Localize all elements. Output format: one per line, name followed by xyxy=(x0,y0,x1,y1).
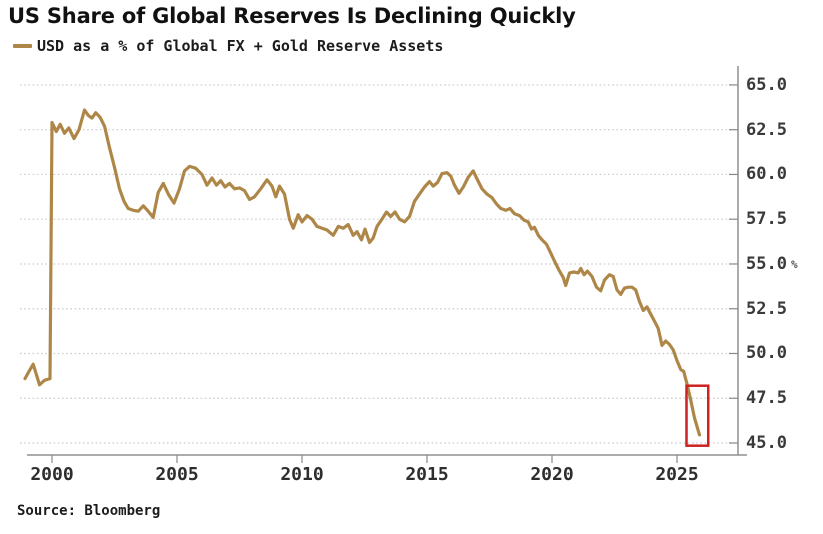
y-tick-label: 52.5 xyxy=(746,298,787,319)
x-tick-label: 2005 xyxy=(155,464,199,485)
y-tick-label: 57.5 xyxy=(746,209,787,230)
usd-share-line xyxy=(23,108,702,437)
y-axis-unit: % xyxy=(790,257,798,271)
x-tick-label: 2010 xyxy=(280,464,324,485)
chart-title: US Share of Global Reserves Is Declining… xyxy=(8,4,576,28)
y-tick-label: 55.0% xyxy=(746,253,798,274)
legend: USD as a % of Global FX + Gold Reserve A… xyxy=(13,37,443,55)
y-tick-label: 65.0 xyxy=(746,74,787,95)
x-tick-label: 2000 xyxy=(30,464,74,485)
y-tick-label: 47.5 xyxy=(746,388,787,409)
y-tick-label: 50.0 xyxy=(746,343,787,364)
y-tick-label: 62.5 xyxy=(746,119,787,140)
y-tick-label: 45.0 xyxy=(746,433,787,453)
x-tick-label: 2025 xyxy=(655,464,699,485)
highlight-rect xyxy=(685,384,710,447)
legend-label: USD as a % of Global FX + Gold Reserve A… xyxy=(37,37,444,55)
line-swatch-icon xyxy=(13,44,32,48)
x-tick-label: 2020 xyxy=(530,464,574,485)
x-tick-label: 2015 xyxy=(405,464,449,485)
y-tick-label: 60.0 xyxy=(746,164,787,185)
source-note: Source: Bloomberg xyxy=(17,503,161,519)
